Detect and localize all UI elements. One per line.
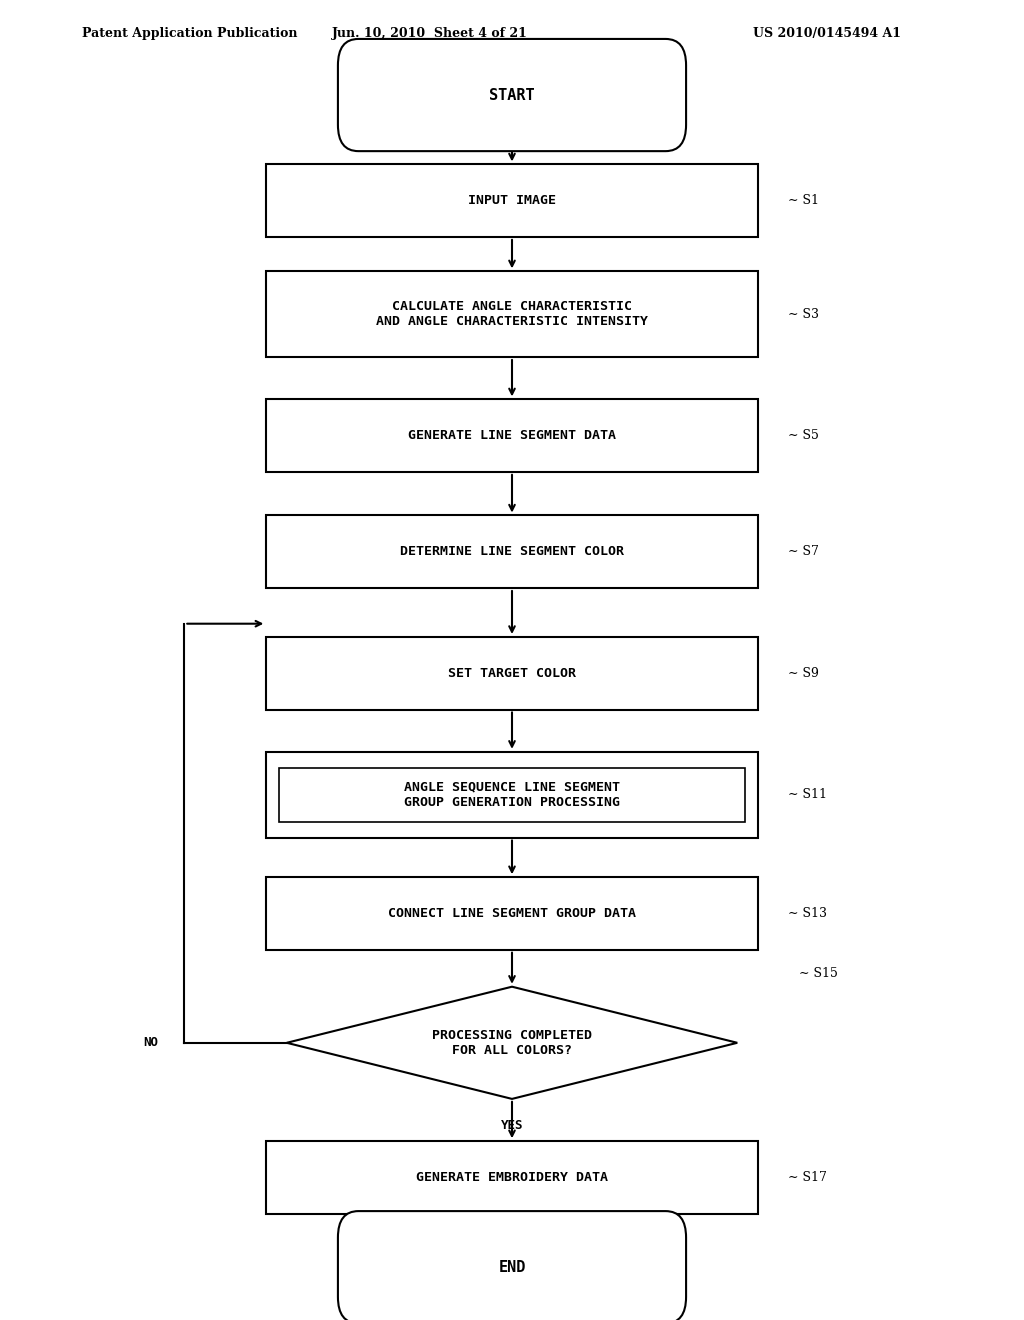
Text: ∼ S1: ∼ S1 [788, 194, 819, 207]
Bar [266, 516, 758, 589]
Text: ∼ S3: ∼ S3 [788, 308, 819, 321]
Text: GENERATE EMBROIDERY DATA: GENERATE EMBROIDERY DATA [416, 1171, 608, 1184]
Text: Patent Application Publication: Patent Application Publication [82, 26, 297, 40]
Bar [266, 399, 758, 471]
Text: YES: YES [501, 1119, 523, 1131]
Bar [266, 636, 758, 710]
Text: INPUT IMAGE: INPUT IMAGE [468, 194, 556, 207]
Text: GENERATE LINE SEGMENT DATA: GENERATE LINE SEGMENT DATA [408, 429, 616, 442]
Text: SET TARGET COLOR: SET TARGET COLOR [449, 667, 575, 680]
Text: ∼ S11: ∼ S11 [788, 788, 827, 801]
Text: FIG. 4: FIG. 4 [461, 57, 563, 88]
Bar [266, 1140, 758, 1214]
Text: ∼ S17: ∼ S17 [788, 1171, 827, 1184]
Text: ∼ S7: ∼ S7 [788, 545, 819, 558]
Text: ANGLE SEQUENCE LINE SEGMENT
GROUP GENERATION PROCESSING: ANGLE SEQUENCE LINE SEGMENT GROUP GENERA… [404, 780, 620, 809]
Bar [266, 876, 758, 950]
Text: END: END [499, 1259, 525, 1275]
FancyBboxPatch shape [338, 40, 686, 150]
Text: Jun. 10, 2010  Sheet 4 of 21: Jun. 10, 2010 Sheet 4 of 21 [332, 26, 528, 40]
Text: NO: NO [143, 1036, 159, 1049]
Bar [279, 767, 745, 821]
Text: ∼ S15: ∼ S15 [799, 968, 838, 979]
Text: ∼ S13: ∼ S13 [788, 907, 827, 920]
Polygon shape [287, 987, 737, 1098]
Text: CONNECT LINE SEGMENT GROUP DATA: CONNECT LINE SEGMENT GROUP DATA [388, 907, 636, 920]
Text: DETERMINE LINE SEGMENT COLOR: DETERMINE LINE SEGMENT COLOR [400, 545, 624, 558]
Text: US 2010/0145494 A1: US 2010/0145494 A1 [753, 26, 901, 40]
Text: CALCULATE ANGLE CHARACTERISTIC
AND ANGLE CHARACTERISTIC INTENSITY: CALCULATE ANGLE CHARACTERISTIC AND ANGLE… [376, 300, 648, 329]
Text: START: START [489, 87, 535, 103]
Bar [266, 164, 758, 238]
Text: ∼ S5: ∼ S5 [788, 429, 819, 442]
Bar [266, 752, 758, 837]
FancyBboxPatch shape [338, 1212, 686, 1320]
Text: PROCESSING COMPLETED
FOR ALL COLORS?: PROCESSING COMPLETED FOR ALL COLORS? [432, 1028, 592, 1057]
Bar [266, 272, 758, 356]
Text: ∼ S9: ∼ S9 [788, 667, 819, 680]
